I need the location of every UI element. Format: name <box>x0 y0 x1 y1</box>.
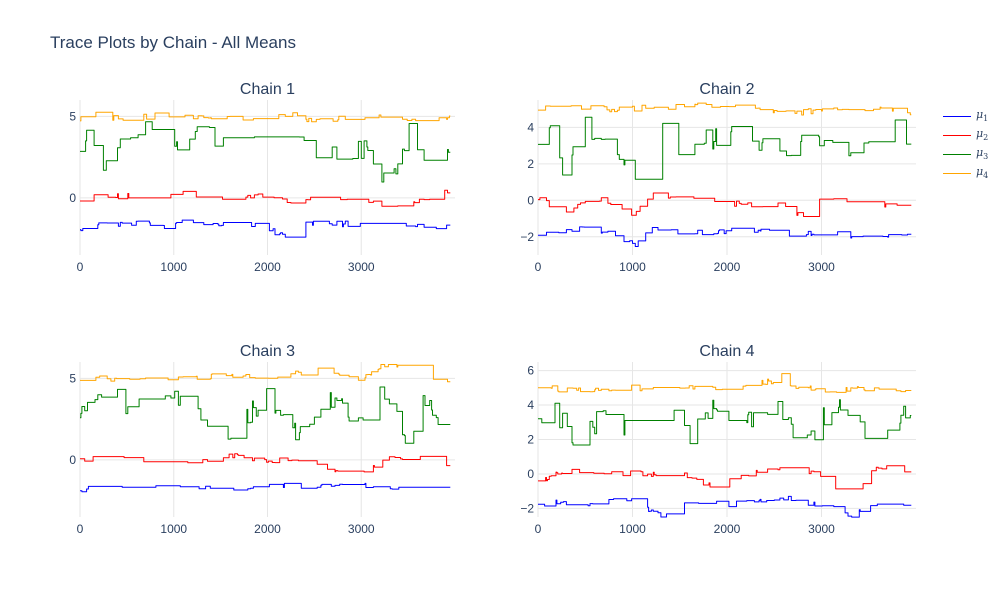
legend-label: μ1 <box>976 108 988 123</box>
legend-swatch <box>943 154 971 155</box>
y-tick-label: 4 <box>527 398 534 412</box>
legend-item-mu1[interactable]: μ1 <box>940 108 995 127</box>
series-mu3-line <box>538 116 912 180</box>
legend-label: μ3 <box>976 146 988 161</box>
legend-symbol: μ <box>976 108 984 121</box>
x-tick-label: 0 <box>77 260 84 274</box>
series-mu2-line <box>538 192 912 217</box>
legend: μ1 μ2 μ3 μ4 <box>940 108 995 184</box>
series-mu4-line <box>538 373 912 393</box>
legend-swatch <box>943 116 971 117</box>
y-tick-label: 0 <box>527 193 534 207</box>
series-mu3-line <box>538 399 912 446</box>
panel-title: Chain 4 <box>699 343 754 360</box>
series-mu4-line <box>538 102 912 116</box>
x-tick-label: 0 <box>535 522 542 536</box>
y-tick-label: 6 <box>527 364 534 378</box>
x-tick-label: 2000 <box>714 522 741 536</box>
legend-item-mu2[interactable]: μ2 <box>940 127 995 146</box>
x-tick-label: 2000 <box>254 522 281 536</box>
chart-title: Trace Plots by Chain - All Means <box>50 33 296 52</box>
series-mu3-line <box>80 121 451 183</box>
x-tick-label: 2000 <box>254 260 281 274</box>
legend-subscript: 2 <box>983 133 989 143</box>
y-tick-label: 0 <box>69 453 76 467</box>
x-tick-label: 3000 <box>348 260 375 274</box>
x-tick-label: 3000 <box>808 522 835 536</box>
x-tick-label: 1000 <box>619 260 646 274</box>
legend-subscript: 4 <box>983 171 989 181</box>
x-tick-label: 0 <box>535 260 542 274</box>
legend-symbol: μ <box>976 146 984 159</box>
y-tick-label: 5 <box>69 371 76 385</box>
panel-title: Chain 3 <box>240 343 295 360</box>
legend-label: μ4 <box>976 165 988 180</box>
y-tick-label: −2 <box>520 230 534 244</box>
legend-swatch <box>943 135 971 136</box>
x-tick-label: 0 <box>77 522 84 536</box>
series-mu4-line <box>80 364 451 383</box>
y-tick-label: 2 <box>527 433 534 447</box>
series-mu1-line <box>80 482 451 493</box>
x-tick-label: 1000 <box>160 522 187 536</box>
y-tick-label: 0 <box>527 467 534 481</box>
series-mu1-line <box>80 219 451 238</box>
series-mu2-line <box>538 465 912 490</box>
legend-symbol: μ <box>976 165 984 178</box>
series-mu1-line <box>538 495 912 518</box>
y-tick-label: 4 <box>527 120 534 134</box>
y-tick-label: 2 <box>527 157 534 171</box>
x-tick-label: 1000 <box>160 260 187 274</box>
y-tick-label: −2 <box>520 501 534 515</box>
legend-label: μ2 <box>976 127 988 142</box>
x-tick-label: 3000 <box>348 522 375 536</box>
series-mu2-line <box>80 453 451 473</box>
series-mu3-line <box>80 386 451 444</box>
x-tick-label: 3000 <box>808 260 835 274</box>
legend-symbol: μ <box>976 127 984 140</box>
legend-subscript: 1 <box>983 114 989 124</box>
panel-title: Chain 1 <box>240 81 295 98</box>
series-mu1-line <box>538 226 912 247</box>
legend-item-mu4[interactable]: μ4 <box>940 165 995 184</box>
series-mu2-line <box>80 189 451 207</box>
y-tick-label: 0 <box>69 191 76 205</box>
y-tick-label: 5 <box>69 109 76 123</box>
legend-subscript: 3 <box>983 152 989 162</box>
panel-title: Chain 2 <box>699 81 754 98</box>
x-tick-label: 2000 <box>714 260 741 274</box>
legend-swatch <box>943 173 971 174</box>
series-mu4-line <box>80 111 451 123</box>
legend-item-mu3[interactable]: μ3 <box>940 146 995 165</box>
x-tick-label: 1000 <box>619 522 646 536</box>
